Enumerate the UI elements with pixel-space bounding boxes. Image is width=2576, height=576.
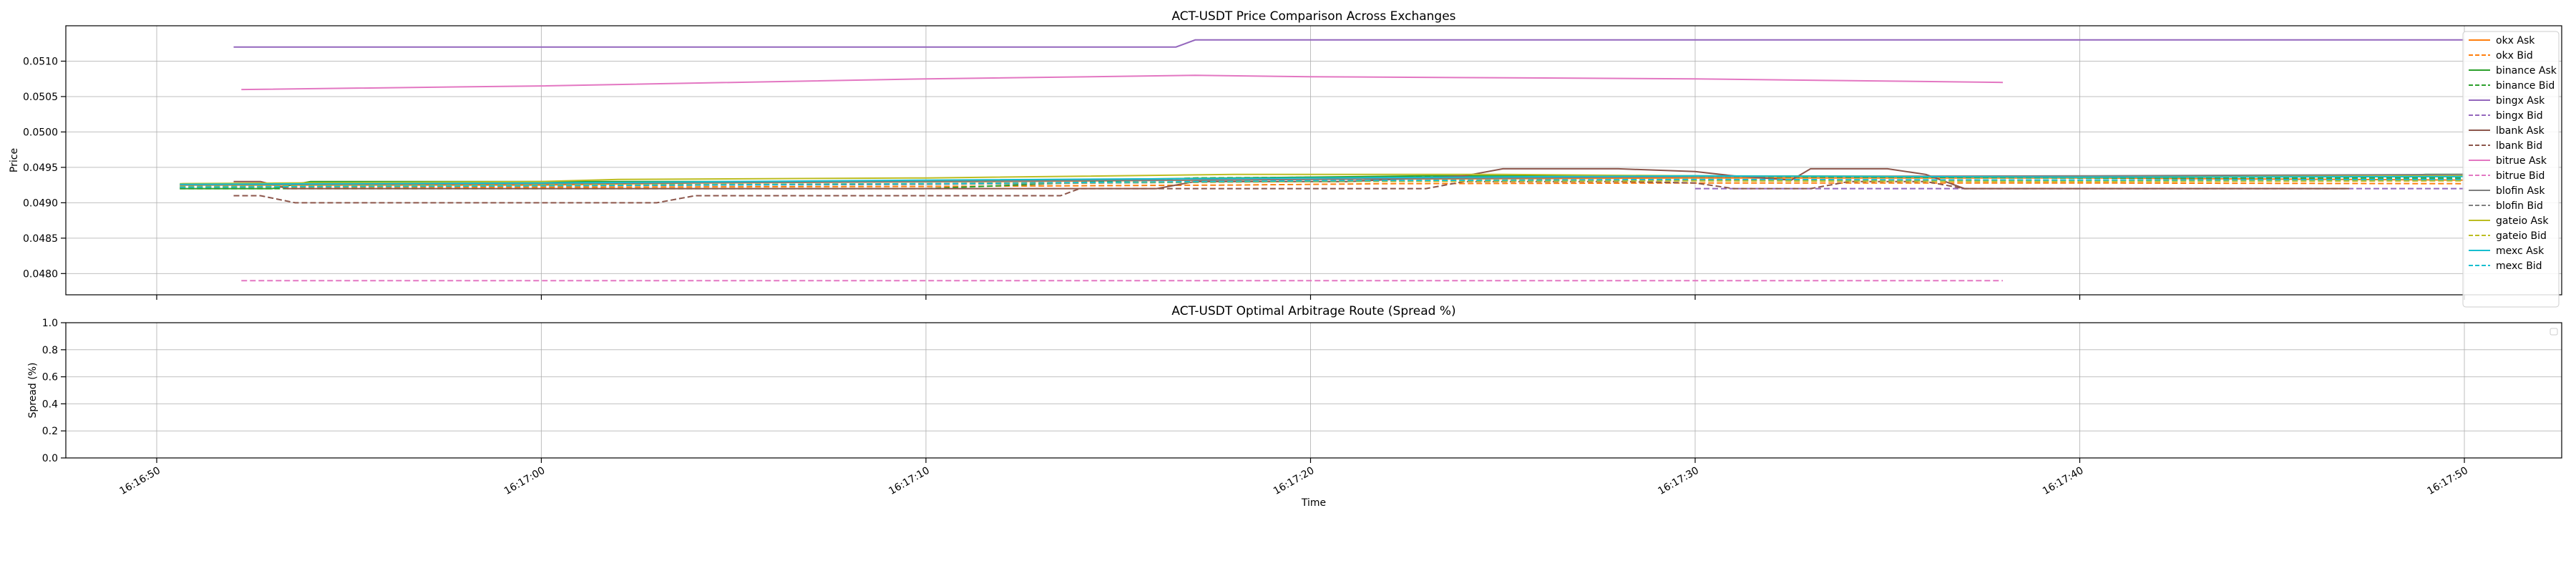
price-y-tick-label: 0.0495 — [23, 162, 58, 174]
price-legend: okx Ask okx Bid binance Ask binance Bid bing… — [2462, 31, 2560, 308]
price-legend-label: blofin Bid — [2496, 200, 2543, 212]
price-legend-label: bingx Bid — [2496, 110, 2543, 122]
spread-x-tick-label: 16:17:10 — [887, 465, 932, 497]
spread-y-axis-label: Spread (%) — [27, 363, 39, 419]
spread-y-tick-label: 0.6 — [42, 372, 58, 384]
price-y-tick-label: 0.0485 — [23, 233, 58, 245]
price-series-line-bingx-ask — [233, 39, 2464, 48]
price-y-tick-label: 0.0500 — [23, 127, 58, 138]
price-legend-label: mexc Bid — [2496, 260, 2542, 272]
spread-y-tick-label: 0.4 — [42, 399, 58, 410]
price-plot-area — [66, 26, 2562, 295]
spread-axes-frame — [65, 322, 2562, 459]
spread-plot-area — [66, 323, 2562, 458]
price-series-line-blofin-ask — [180, 173, 2465, 186]
spread-y-tick-label: 0.8 — [42, 345, 58, 356]
price-y-tick-label: 0.0510 — [23, 56, 58, 67]
price-legend-label: gateio Ask — [2496, 215, 2549, 227]
price-y-tick-label: 0.0505 — [23, 92, 58, 103]
price-y-tick-label: 0.0490 — [23, 197, 58, 209]
spread-chart-title: ACT-USDT Optimal Arbitrage Route (Spread… — [1171, 304, 1455, 318]
price-legend-label: okx Ask — [2496, 35, 2535, 47]
spread-x-tick-label: 16:16:50 — [118, 465, 162, 497]
price-series-line-lbank-ask — [233, 167, 2349, 190]
spread-x-tick-label: 16:17:20 — [1272, 465, 1316, 497]
price-series-line-mexc-bid — [180, 178, 2465, 188]
spread-y-tick-label: 0.0 — [42, 453, 58, 464]
price-legend-label: bitrue Bid — [2496, 170, 2545, 182]
price-series-line-bitrue-ask — [241, 74, 2004, 91]
price-y-tick-label: 0.0480 — [23, 268, 58, 280]
price-series-line-okx-bid — [180, 182, 2465, 188]
spread-x-tick-label: 16:17:00 — [502, 465, 547, 497]
price-y-axis-label: Price — [9, 148, 20, 172]
price-series-line-lbank-bid — [233, 180, 2349, 204]
spread-legend-box — [2550, 328, 2558, 336]
price-series-line-mexc-ask — [180, 175, 2465, 185]
price-legend-label: binance Bid — [2496, 80, 2555, 92]
price-legend-label: okx Bid — [2496, 50, 2533, 62]
price-panel: 0.0480 0.0485 0.0490 0.0495 0.0500 0.0505 0.05… — [9, 9, 2562, 308]
spread-x-tick-label: 16:17:40 — [2041, 465, 2085, 497]
spread-y-tick-label: 0.2 — [42, 426, 58, 437]
price-axes-frame — [65, 25, 2562, 296]
price-legend-label: mexc Ask — [2496, 245, 2545, 257]
spread-y-tick-label: 1.0 — [42, 318, 58, 329]
price-chart-title: ACT-USDT Price Comparison Across Exchang… — [1171, 9, 1455, 24]
price-legend-label: gateio Bid — [2496, 230, 2547, 242]
price-legend-label: lbank Ask — [2496, 125, 2545, 137]
price-legend-label: bitrue Ask — [2496, 155, 2547, 167]
spread-x-tick-label: 16:17:30 — [1657, 465, 1701, 497]
spread-x-tick-label: 16:17:50 — [2426, 465, 2470, 497]
spread-panel: 16:16:50 16:17:00 16:17:10 16:17:20 16:17:30… — [27, 304, 2562, 509]
price-legend-label: lbank Bid — [2496, 140, 2542, 152]
price-legend-label: blofin Ask — [2496, 185, 2545, 197]
price-legend-label: binance Ask — [2496, 65, 2557, 77]
price-legend-label: bingx Ask — [2496, 95, 2545, 107]
x-axis-label: Time — [1301, 497, 1326, 509]
